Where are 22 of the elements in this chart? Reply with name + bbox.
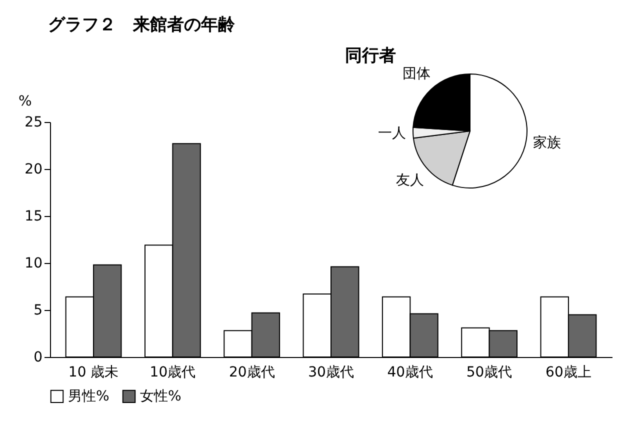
legend-label: 女性% (140, 388, 182, 404)
legend-label: 男性% (68, 388, 110, 404)
slice-label: 家族 (533, 135, 562, 152)
y-tick-label: 15 (24, 208, 42, 224)
x-tick-label: 40歳代 (387, 364, 434, 380)
x-tick-label: 10歳代 (150, 364, 196, 380)
slice-label: 一人 (378, 125, 406, 142)
slice-label: 友人 (396, 172, 424, 189)
chart-title: 同行者 (345, 46, 396, 66)
x-tick-label: 60歳上 (546, 364, 592, 380)
y-tick-label: 20 (24, 162, 42, 178)
y-tick-label: 25 (24, 114, 42, 130)
x-tick-label: 20歳代 (228, 364, 275, 380)
y-axis-title: % (18, 94, 32, 110)
y-tick-label: 0 (34, 350, 42, 366)
y-tick-label: 10 (24, 256, 42, 272)
slice-label: 団体 (402, 66, 431, 82)
x-tick-label: 10 歳未 (68, 364, 119, 380)
y-tick-label: 5 (34, 302, 42, 318)
x-tick-label: 30歳代 (308, 364, 354, 380)
chart-title: グラフ２ 来館者の年齢 (48, 15, 236, 35)
x-tick-label: 50歳代 (466, 364, 512, 380)
